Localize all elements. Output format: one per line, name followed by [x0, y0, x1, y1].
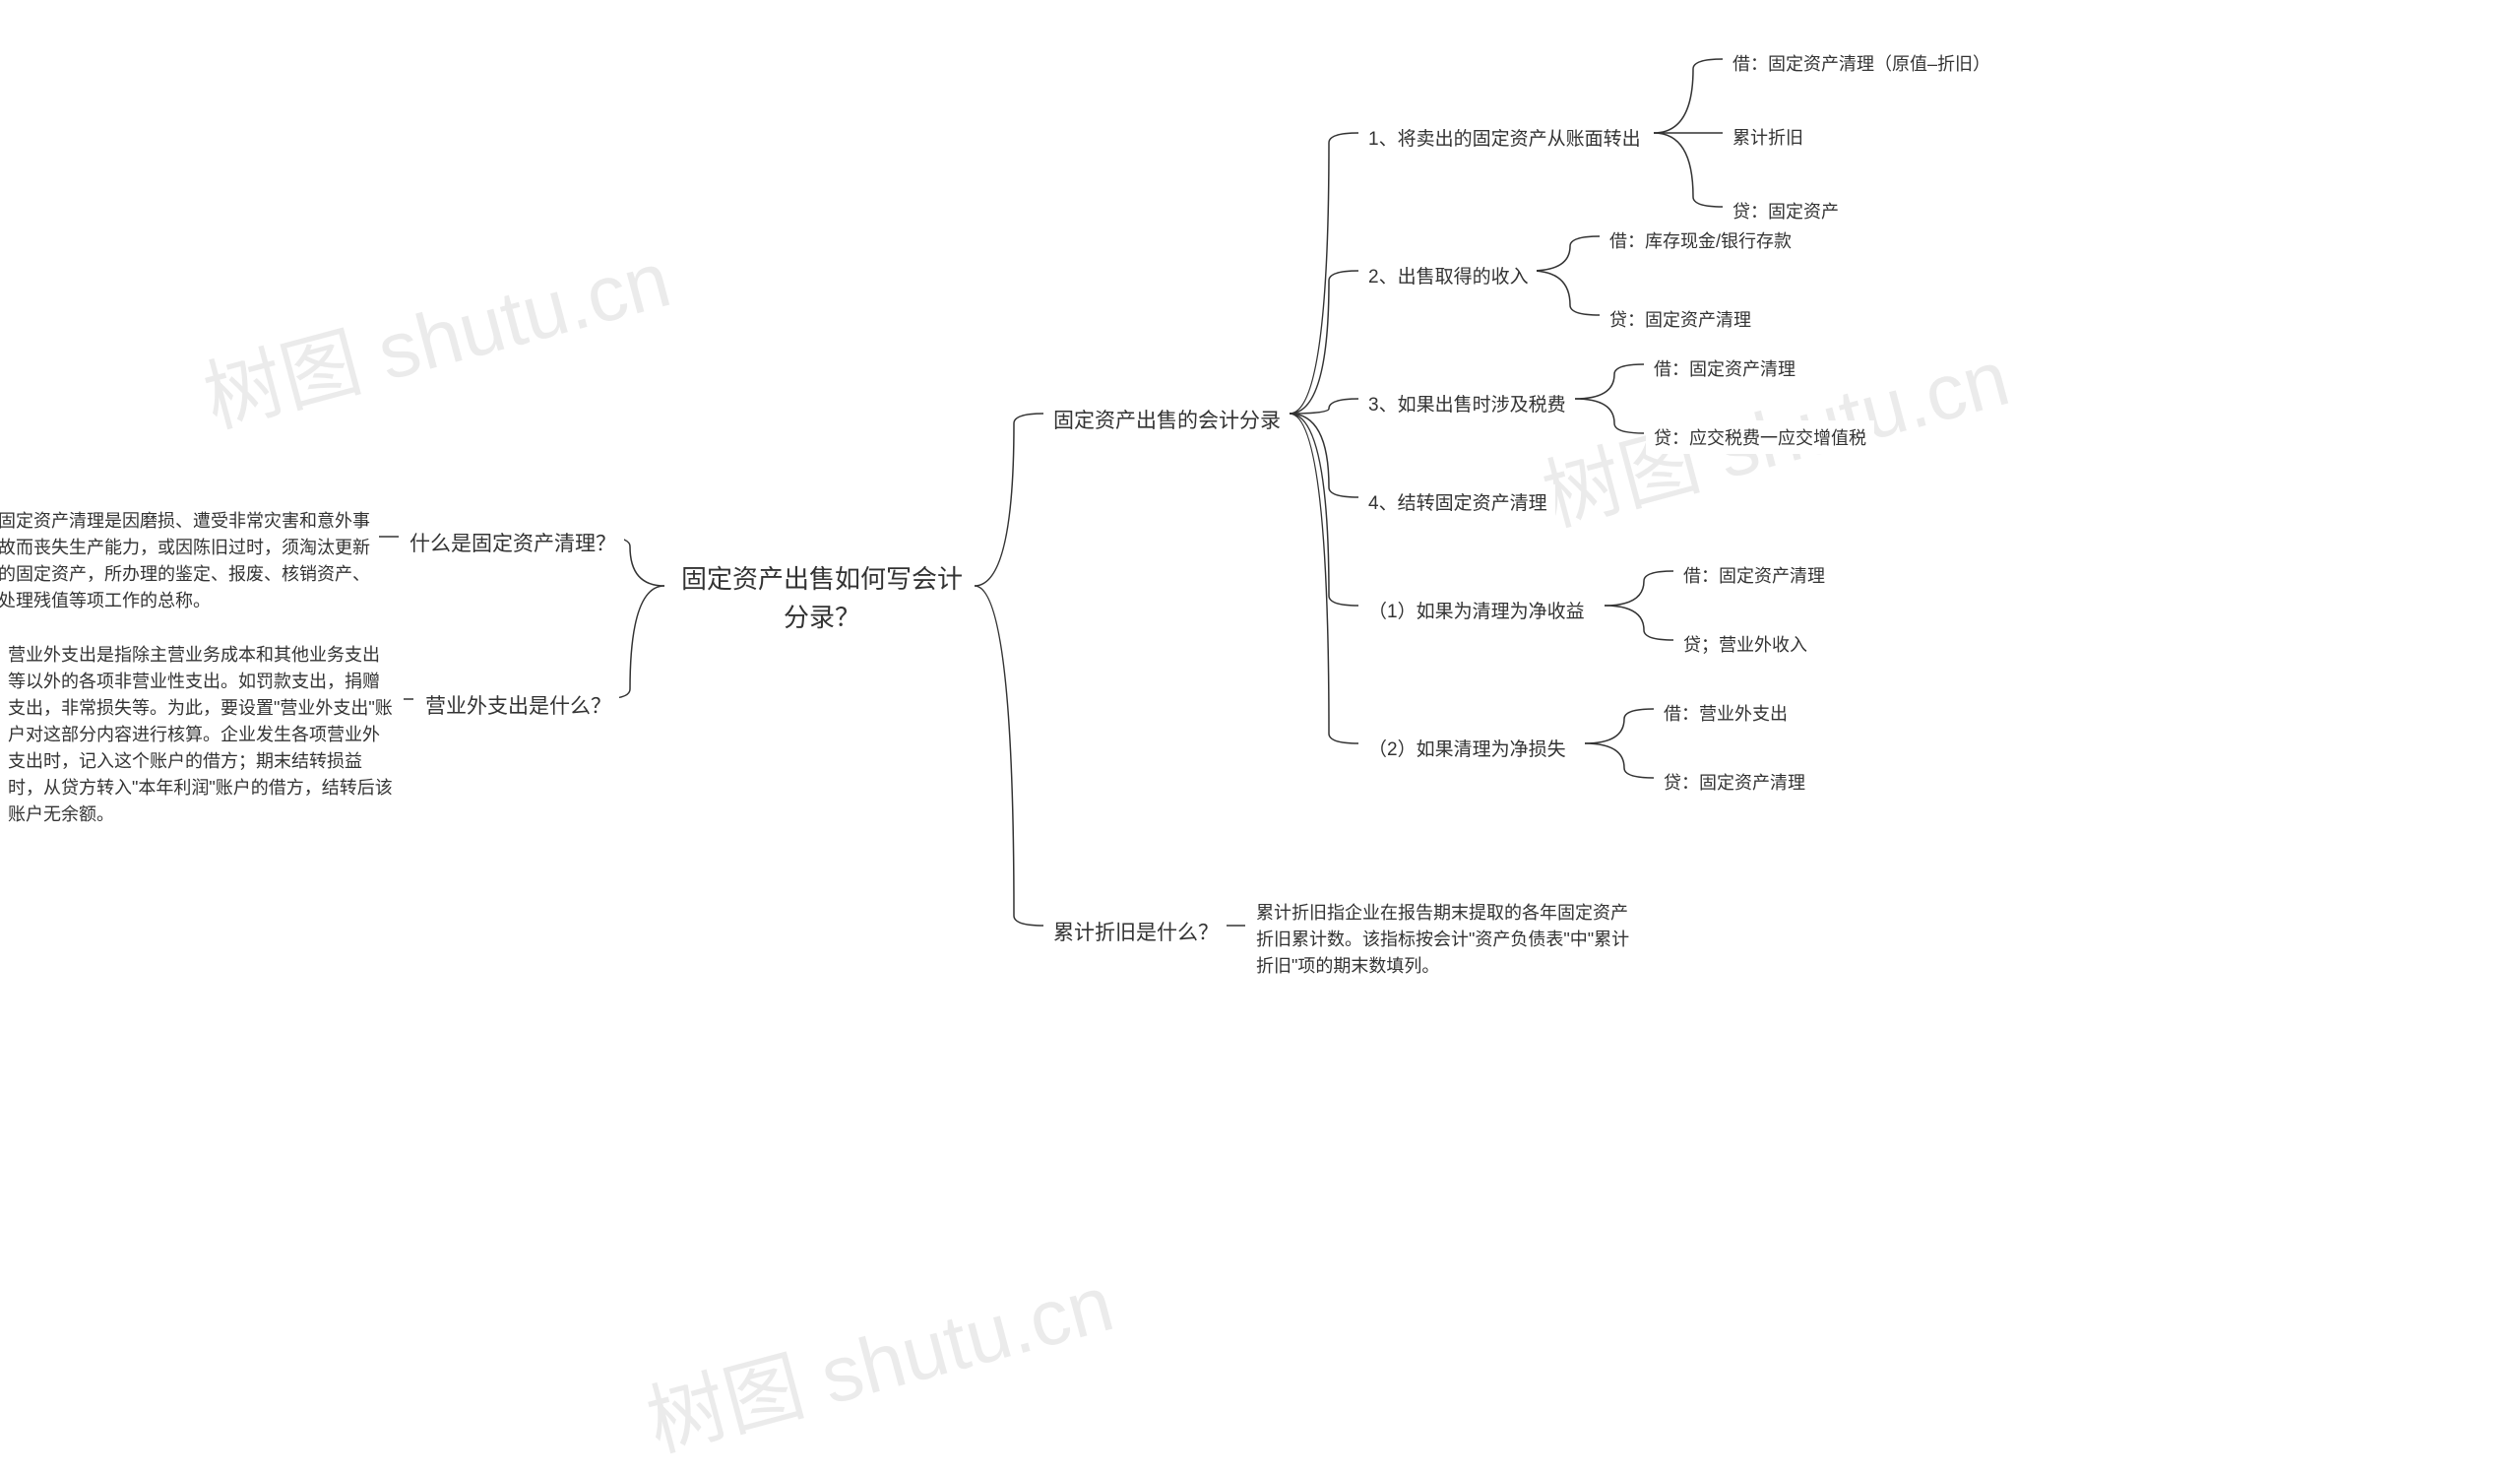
leaf-3-2: 贷：应交税费一应交增值税: [1646, 420, 1874, 454]
left-branch-2: 营业外支出是什么？: [417, 686, 619, 724]
right-branch-2: 累计折旧是什么？: [1045, 913, 1227, 950]
watermark: 树图 shutu.cn: [633, 1240, 1123, 1473]
leaf-6-2: 贷：固定资产清理: [1656, 765, 1813, 799]
sub-item-2: 2、出售取得的收入: [1360, 258, 1537, 292]
leaf-3-1: 借：固定资产清理: [1646, 352, 1803, 385]
sub-item-3: 3、如果出售时涉及税费: [1360, 386, 1574, 420]
sub-item-5: （1）如果为清理为净收益: [1360, 593, 1593, 627]
right-branch-2-desc: 累计折旧指企业在报告期末提取的各年固定资产折旧累计数。该指标按会计"资产负债表"…: [1248, 896, 1642, 984]
root-line1: 固定资产出售如何写会计 分录？: [677, 560, 967, 637]
leaf-5-1: 借：固定资产清理: [1675, 558, 1833, 592]
leaf-1-3: 贷：固定资产: [1725, 194, 1847, 227]
leaf-1-2: 累计折旧: [1725, 120, 1811, 154]
leaf-5-2: 贷；营业外收入: [1675, 627, 1815, 661]
right-branch-1: 固定资产出售的会计分录: [1045, 401, 1289, 438]
leaf-2-1: 借：库存现金/银行存款: [1602, 224, 1799, 257]
sub-item-6: （2）如果清理为净损失: [1360, 731, 1574, 765]
left-branch-2-desc: 营业外支出是指除主营业务成本和其他业务支出等以外的各项非营业性支出。如罚款支出，…: [0, 638, 404, 832]
sub-item-4: 4、结转固定资产清理: [1360, 484, 1555, 519]
root-node: 固定资产出售如何写会计 分录？: [669, 556, 975, 641]
leaf-2-2: 贷：固定资产清理: [1602, 302, 1759, 336]
watermark: 树图 shutu.cn: [190, 216, 680, 449]
sub-item-1: 1、将卖出的固定资产从账面转出: [1360, 120, 1649, 155]
leaf-1-1: 借：固定资产清理（原值–折旧）: [1725, 46, 1998, 80]
left-branch-1: 什么是固定资产清理？: [402, 524, 624, 561]
leaf-6-1: 借：营业外支出: [1656, 696, 1796, 730]
left-branch-1-desc: 固定资产清理是因磨损、遭受非常灾害和意外事故而丧失生产能力，或因陈旧过时，须淘汰…: [0, 504, 379, 618]
